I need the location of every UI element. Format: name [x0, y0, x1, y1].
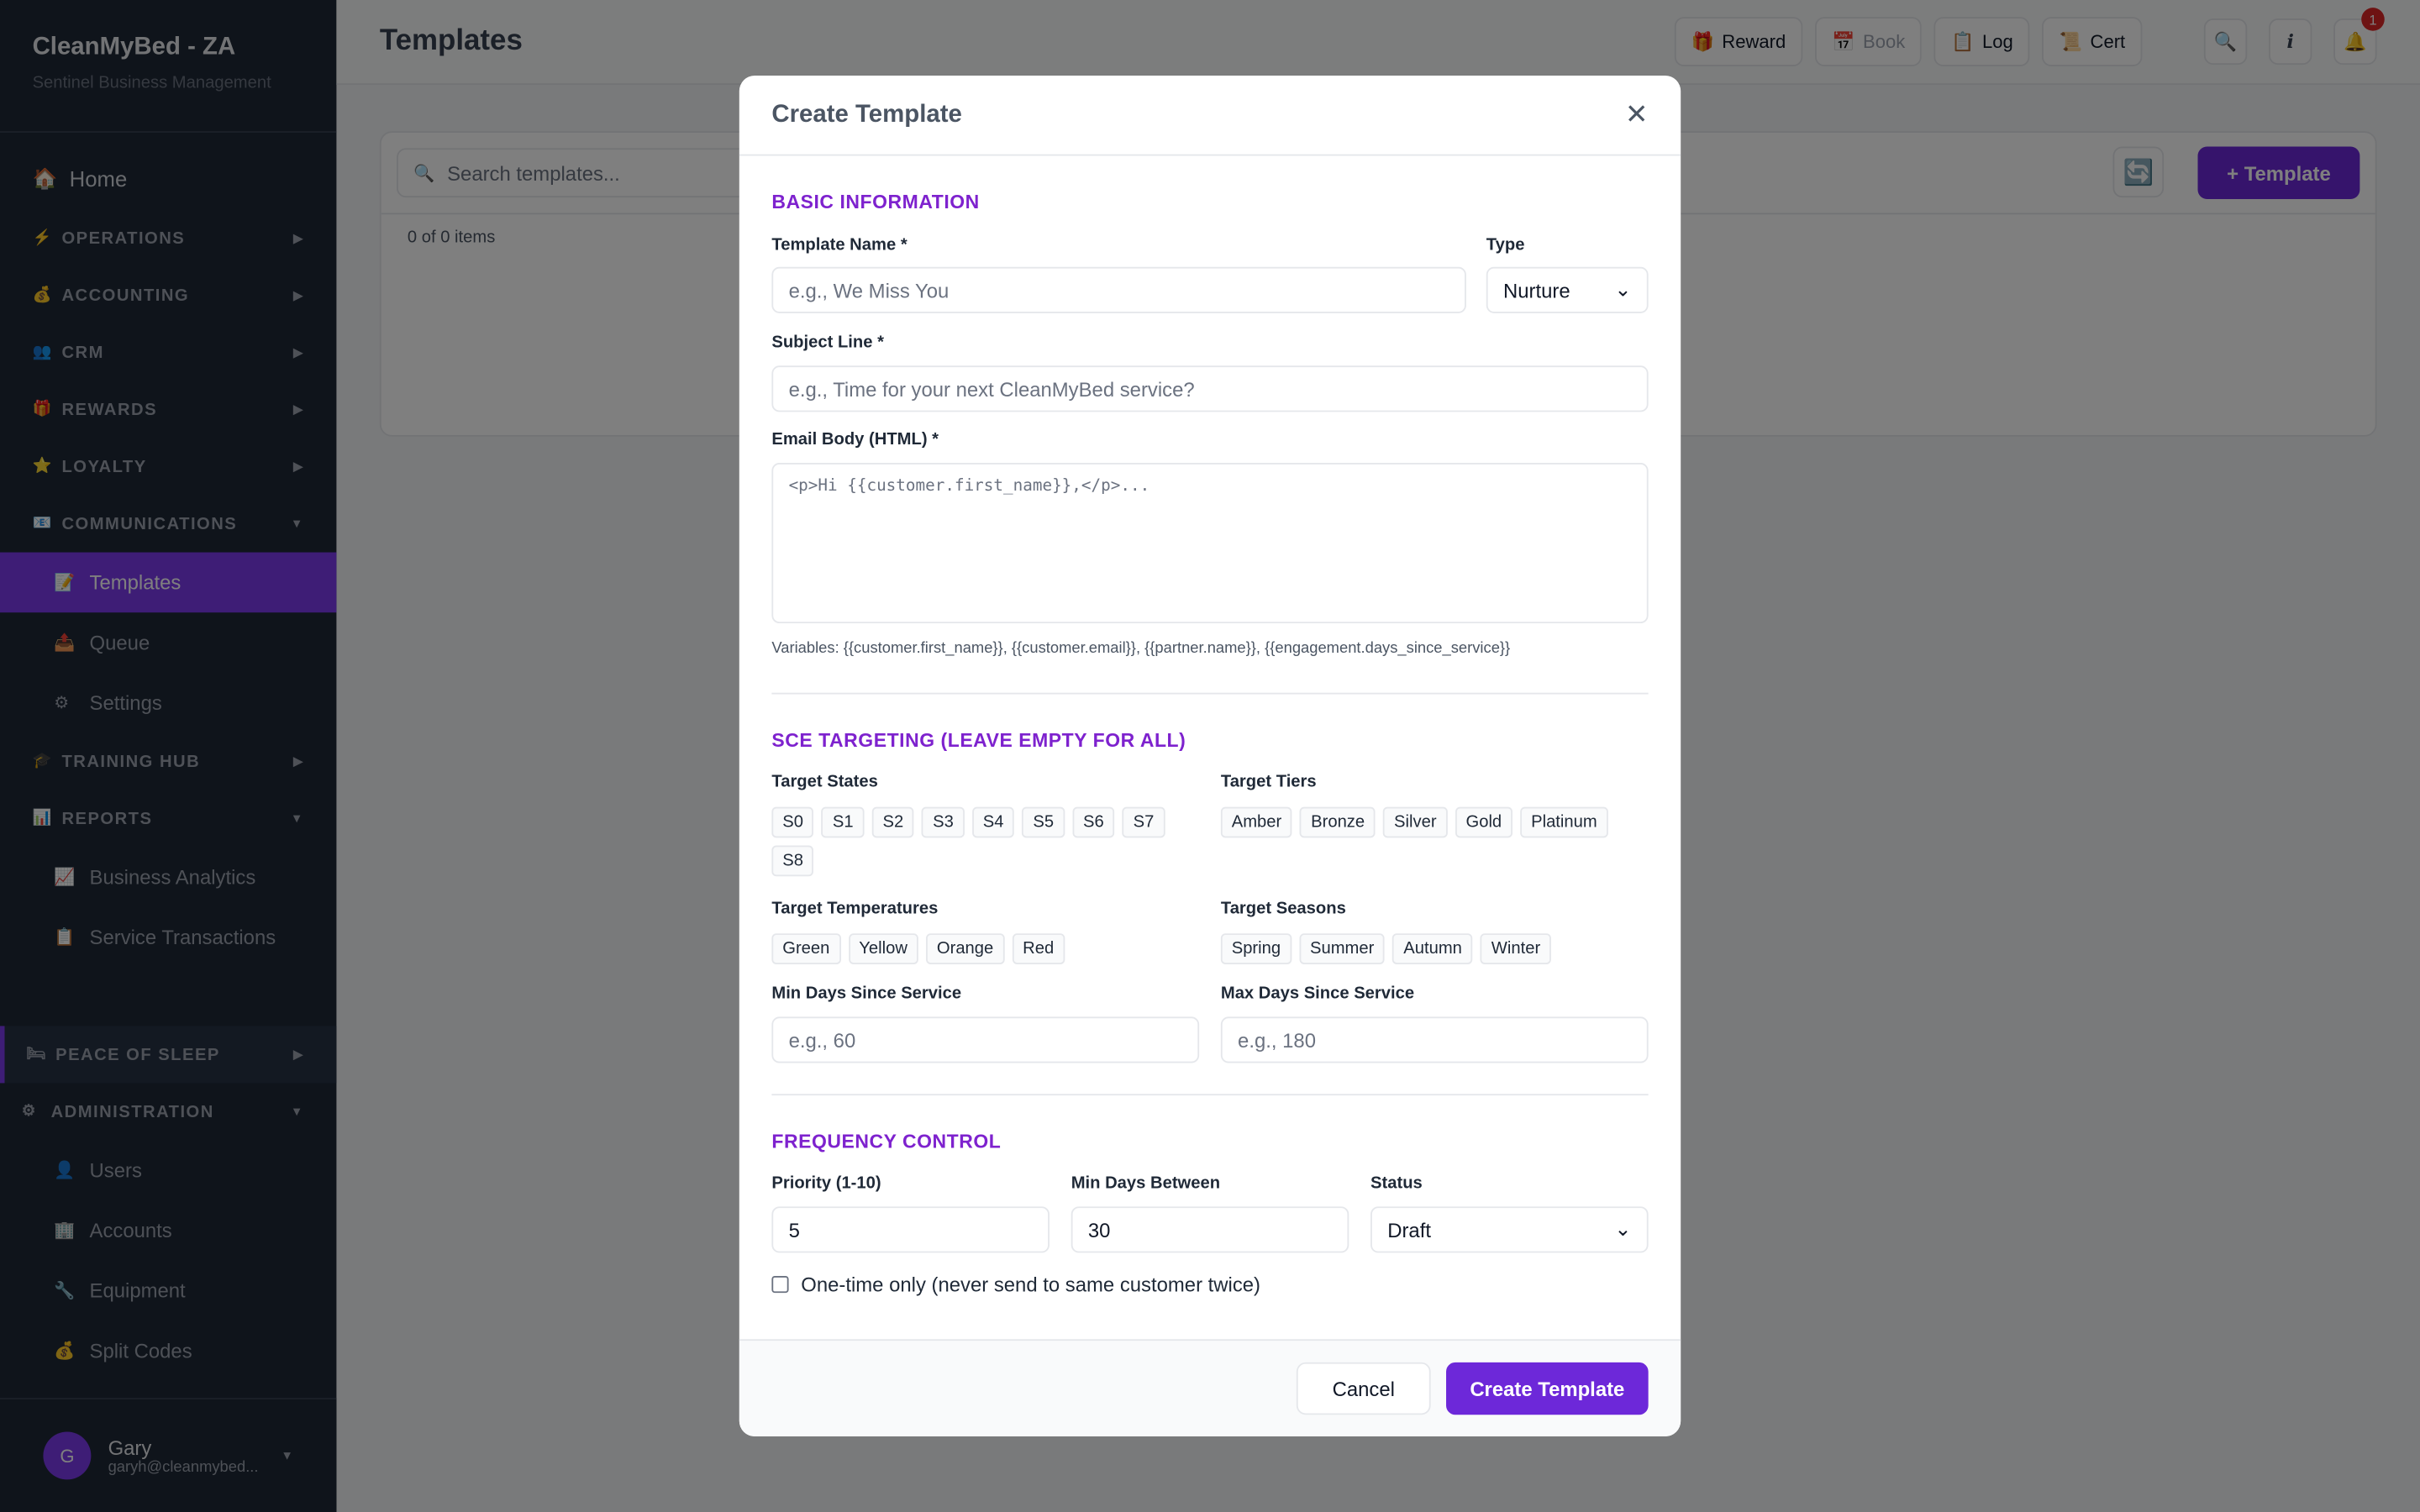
section-basic-information: BASIC INFORMATION — [771, 191, 980, 213]
chevron-down-icon: ⌄ — [1614, 277, 1632, 302]
max-days-input[interactable]: e.g., 180 — [1220, 1016, 1649, 1063]
tiers-chip-silver[interactable]: Silver — [1383, 806, 1448, 838]
min-days-label: Min Days Since Service — [771, 984, 962, 1003]
states-chip-s7[interactable]: S7 — [1122, 806, 1165, 838]
type-label: Type — [1486, 236, 1525, 255]
modal-title: Create Template — [771, 101, 962, 128]
close-icon[interactable]: ✕ — [1624, 98, 1649, 130]
status-select[interactable]: Draft ⌄ — [1370, 1206, 1649, 1253]
seasons-chip-autumn[interactable]: Autumn — [1392, 933, 1473, 964]
variables-hint: Variables: {{customer.first_name}}, {{cu… — [771, 640, 1511, 658]
states-chip-s2[interactable]: S2 — [871, 806, 915, 838]
temps-chip-red[interactable]: Red — [1012, 933, 1065, 964]
temps-chip-yellow[interactable]: Yellow — [848, 933, 918, 964]
tiers-chip-amber[interactable]: Amber — [1220, 806, 1293, 838]
states-chip-s5[interactable]: S5 — [1022, 806, 1065, 838]
subject-input[interactable]: e.g., Time for your next CleanMyBed serv… — [771, 365, 1649, 412]
states-chip-s1[interactable]: S1 — [822, 806, 865, 838]
target-temps-label: Target Temperatures — [771, 899, 939, 918]
states-chip-s8[interactable]: S8 — [771, 845, 814, 877]
tiers-chip-gold[interactable]: Gold — [1455, 806, 1513, 838]
subject-label: Subject Line * — [771, 333, 884, 352]
temps-chip-orange[interactable]: Orange — [926, 933, 1005, 964]
body-label: Email Body (HTML) * — [771, 430, 939, 449]
seasons-chip-winter[interactable]: Winter — [1480, 933, 1552, 964]
status-label: Status — [1370, 1173, 1423, 1193]
states-chip-s4[interactable]: S4 — [971, 806, 1015, 838]
cancel-button[interactable]: Cancel — [1296, 1362, 1431, 1415]
priority-input[interactable]: 5 — [771, 1206, 1050, 1253]
target-states-label: Target States — [771, 773, 878, 792]
min-days-between-input[interactable]: 30 — [1071, 1206, 1349, 1253]
section-sce-targeting: SCE TARGETING (LEAVE EMPTY FOR ALL) — [771, 729, 1186, 752]
chevron-down-icon: ⌄ — [1614, 1217, 1632, 1241]
create-template-button[interactable]: Create Template — [1446, 1362, 1649, 1415]
email-body-textarea[interactable]: <p>Hi {{customer.first_name}},</p>... — [771, 463, 1649, 624]
one-time-checkbox[interactable]: One-time only (never send to same custom… — [771, 1273, 1260, 1296]
max-days-label: Max Days Since Service — [1220, 984, 1415, 1003]
temps-chip-green[interactable]: Green — [771, 933, 841, 964]
template-name-label: Template Name * — [771, 236, 908, 255]
seasons-chip-summer[interactable]: Summer — [1299, 933, 1386, 964]
checkbox-box[interactable] — [771, 1275, 789, 1294]
create-template-modal: Create Template ✕ BASIC INFORMATION Templ… — [739, 76, 1681, 1437]
states-chip-s0[interactable]: S0 — [771, 806, 814, 838]
states-chip-s6[interactable]: S6 — [1072, 806, 1115, 838]
target-seasons-label: Target Seasons — [1220, 899, 1346, 918]
seasons-chip-spring[interactable]: Spring — [1220, 933, 1292, 964]
template-name-input[interactable]: e.g., We Miss You — [771, 266, 1466, 313]
type-select[interactable]: Nurture ⌄ — [1486, 266, 1649, 313]
priority-label: Priority (1-10) — [771, 1173, 881, 1193]
states-chip-s3[interactable]: S3 — [922, 806, 965, 838]
min-days-input[interactable]: e.g., 60 — [771, 1016, 1200, 1063]
tiers-chip-platinum[interactable]: Platinum — [1520, 806, 1608, 838]
min-days-between-label: Min Days Between — [1071, 1173, 1221, 1193]
tiers-chip-bronze[interactable]: Bronze — [1300, 806, 1376, 838]
target-tiers-label: Target Tiers — [1220, 773, 1317, 792]
section-frequency-control: FREQUENCY CONTROL — [771, 1131, 1002, 1153]
